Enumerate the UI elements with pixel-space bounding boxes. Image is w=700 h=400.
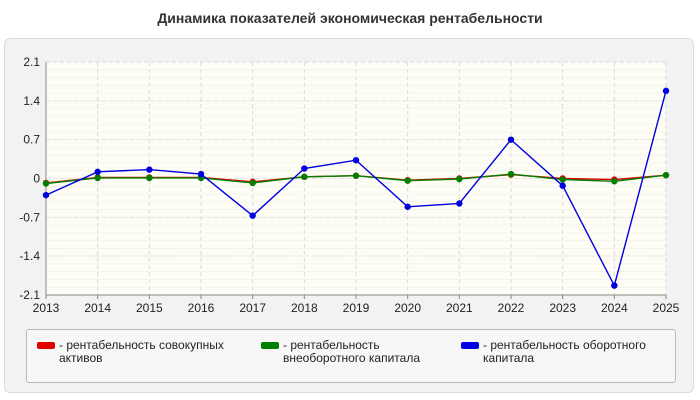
data-point-1-2025: [662, 171, 670, 179]
data-point-1-2022: [507, 170, 515, 178]
x-tick-label: 2020: [394, 301, 421, 315]
data-point-1-2013: [42, 180, 50, 187]
data-point-2-2022: [507, 136, 515, 143]
y-tick-labels: 2.1 1.4 0.7 0 -0.7 -1.4 -2.1: [19, 55, 40, 302]
y-tick-label: -0.7: [19, 210, 40, 224]
x-tick-label: 2013: [33, 301, 60, 315]
data-point-2-2018: [301, 165, 308, 172]
x-tick-label: 2019: [343, 301, 370, 315]
y-tick-label: -2.1: [19, 288, 40, 302]
data-point-1-2021: [456, 175, 463, 183]
x-tick-label: 2015: [136, 301, 163, 315]
y-tick-label: 0: [33, 172, 40, 186]
y-tick-label: 2.1: [23, 55, 40, 69]
legend-label: - рентабельность оборотного капитала: [483, 338, 646, 365]
data-point-1-2024: [611, 178, 618, 185]
legend: - рентабельность совокупных активов - ре…: [26, 329, 676, 383]
data-point-2-2016: [197, 170, 205, 178]
chart-title: Динамика показателей экономическая рента…: [157, 10, 543, 26]
x-tick-label: 2017: [239, 301, 266, 315]
x-tick-label: 2016: [188, 301, 215, 315]
legend-swatch-green: [261, 342, 279, 349]
data-point-2-2019: [352, 156, 360, 164]
data-point-1-2020: [404, 177, 411, 184]
data-point-1-2015: [146, 174, 153, 182]
x-tick-label: 2024: [601, 301, 628, 315]
data-point-2-2015: [146, 166, 153, 173]
x-tick-label: 2014: [84, 301, 111, 315]
legend-swatch-blue: [461, 342, 479, 349]
x-tick-label: 2022: [498, 301, 525, 315]
series-points: [42, 87, 670, 289]
x-tick-label: 2023: [549, 301, 576, 315]
legend-swatch-red: [37, 342, 55, 349]
data-point-2-2020: [404, 203, 411, 210]
data-point-2-2023: [559, 182, 566, 189]
y-tick-label: -1.4: [19, 249, 40, 263]
x-tick-label: 2021: [446, 301, 473, 315]
x-tick-label: 2018: [291, 301, 318, 315]
data-point-1-2018: [301, 173, 308, 181]
data-point-1-2019: [352, 172, 360, 179]
data-point-1-2017: [249, 179, 256, 187]
data-point-2-2013: [42, 191, 50, 199]
data-point-2-2025: [662, 87, 670, 95]
legend-label: - рентабельность внеоборотного капитала: [283, 338, 420, 365]
data-point-1-2014: [94, 174, 101, 182]
y-tick-label: 0.7: [23, 133, 40, 147]
x-tick-label: 2025: [653, 301, 680, 315]
y-tick-label: 1.4: [23, 94, 40, 108]
legend-label: - рентабельность совокупных активов: [59, 338, 224, 365]
data-point-1-2023: [559, 176, 566, 183]
x-tick-labels: 2013 2014 2015 2016 2017 2018 2019 2020 2021 2022…: [33, 301, 680, 315]
data-point-2-2017: [249, 212, 256, 219]
data-point-2-2024: [611, 282, 618, 289]
data-point-2-2021: [456, 200, 463, 207]
data-point-2-2014: [94, 168, 101, 176]
